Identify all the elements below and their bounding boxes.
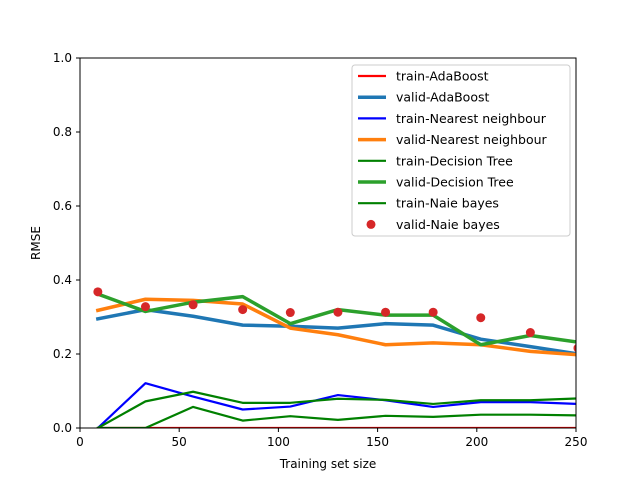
x-tick-label: 100: [267, 435, 290, 449]
train-nearest-neighbour-line: [96, 382, 576, 428]
train-decision-tree-line: [96, 390, 576, 428]
x-tick-label: 50: [172, 435, 187, 449]
legend-label-train-nearest-neighbour: train-Nearest neighbour: [396, 111, 547, 126]
valid-naie-bayes-point: [140, 302, 150, 312]
y-tick-label: 1.0: [53, 51, 72, 65]
valid-naie-bayes-point: [333, 307, 343, 317]
valid-naie-bayes-point: [476, 313, 486, 323]
valid-naie-bayes-point: [285, 308, 295, 318]
x-tick-label: 150: [366, 435, 389, 449]
legend-label-train-adaboost: train-AdaBoost: [396, 69, 489, 84]
x-axis-label: Training set size: [279, 457, 377, 471]
valid-naie-bayes-point: [573, 344, 576, 353]
x-tick-label: 0: [76, 435, 84, 449]
legend-swatch-valid-naie-bayes: [366, 219, 376, 229]
train-naie-bayes-line: [96, 405, 576, 428]
y-axis-label: RMSE: [29, 226, 43, 260]
legend-label-train-naie-bayes: train-Naie bayes: [396, 196, 499, 211]
valid-naie-bayes-point: [428, 307, 438, 317]
legend-label-valid-decision-tree: valid-Decision Tree: [396, 175, 514, 190]
x-axis: 0 50 100 150 200 250: [76, 428, 587, 449]
y-tick-label: 0.0: [53, 421, 72, 435]
valid-nearest-neighbour-line: [95, 297, 576, 357]
valid-naie-bayes-point: [188, 300, 198, 310]
x-tick-label: 250: [565, 435, 588, 449]
y-tick-label: 0.2: [53, 347, 72, 361]
legend-label-valid-adaboost: valid-AdaBoost: [396, 90, 489, 105]
legend: train-AdaBoost valid-AdaBoost train-Neares…: [351, 64, 571, 237]
legend-label-train-decision-tree: train-Decision Tree: [396, 153, 513, 168]
legend-box: [351, 64, 571, 237]
plot-frame: [79, 57, 577, 429]
series-layer: [93, 287, 576, 428]
valid-naie-bayes-point: [525, 328, 535, 338]
y-tick-label: 0.8: [53, 125, 72, 139]
y-axis: 0.0 0.2 0.4 0.6 0.8 1.0: [53, 51, 80, 435]
y-tick-label: 0.6: [53, 199, 72, 213]
legend-label-valid-naie-bayes: valid-Naie bayes: [396, 217, 500, 232]
valid-naie-bayes-point: [381, 307, 391, 317]
valid-naie-bayes-point: [238, 305, 248, 315]
legend-label-valid-nearest-neighbour: valid-Nearest neighbour: [396, 132, 548, 147]
y-tick-label: 0.4: [53, 273, 72, 287]
x-tick-label: 200: [465, 435, 488, 449]
valid-naie-bayes-point: [93, 287, 103, 297]
